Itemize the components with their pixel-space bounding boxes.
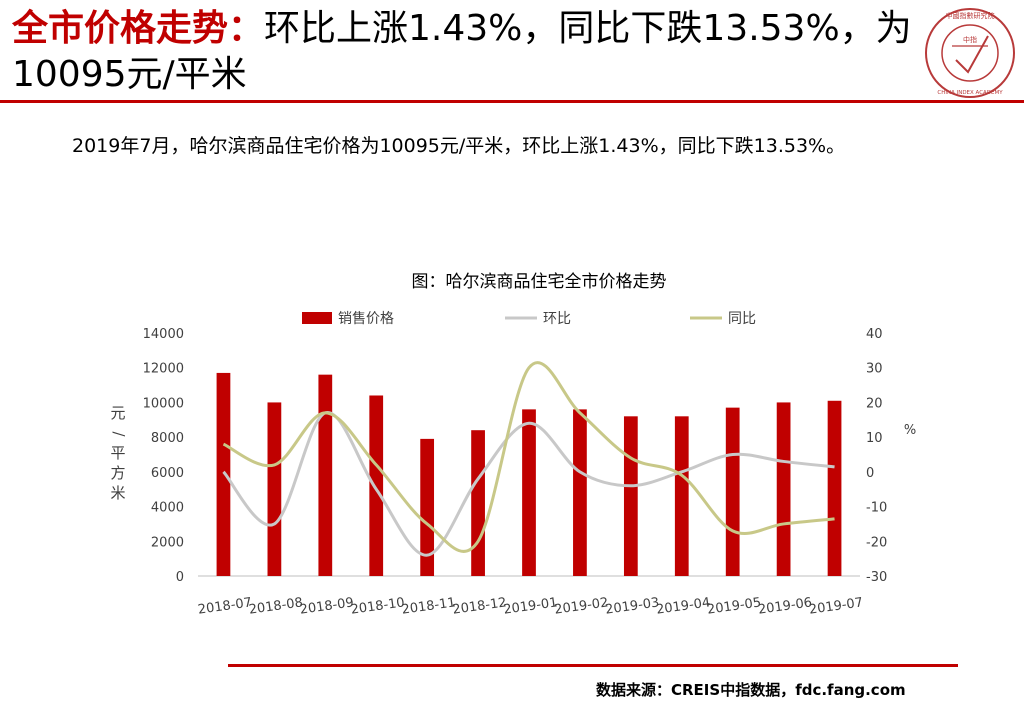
y-right-tick-label: 20 (866, 396, 883, 411)
y-right-tick-label: -20 (866, 535, 887, 550)
page-title-rest: 环比上涨1.43%，同比下跌13.53%，为10095元/平米 (12, 8, 912, 95)
header-divider (0, 100, 1024, 103)
data-source: 数据来源：CREIS中指数据，fdc.fang.com (596, 681, 906, 699)
bar-2018-10 (369, 395, 384, 576)
y-right-tick-label: 10 (866, 431, 883, 446)
y-tick-label: 8000 (151, 431, 184, 446)
y-right-tick-label: 30 (866, 362, 883, 377)
legend-label-price: 销售价格 (338, 311, 394, 327)
bar-2019-07 (827, 400, 842, 576)
y-tick-label: 14000 (143, 327, 184, 342)
bar-2019-06 (776, 402, 791, 576)
x-tick-label: 2018-07 (197, 595, 253, 617)
y-axis-label-char: 平 (110, 444, 125, 462)
x-tick-label: 2018-12 (452, 595, 508, 617)
y-right-tick-label: 0 (866, 466, 874, 481)
bar-2019-01 (522, 409, 536, 576)
y-tick-label: 2000 (151, 535, 184, 550)
y-axis-label-char: 米 (110, 484, 125, 502)
footer-divider (228, 664, 958, 667)
bar-2018-11 (420, 438, 435, 576)
y-tick-label: 6000 (151, 466, 184, 481)
legend-swatch-price (302, 312, 332, 324)
legend-label-yoy: 同比 (728, 311, 756, 327)
y-tick-label: 12000 (143, 362, 184, 377)
bar-2019-05 (725, 407, 740, 576)
legend-label-mom: 环比 (543, 311, 571, 327)
y-tick-label: 10000 (143, 396, 184, 411)
bar-2018-08 (267, 402, 282, 576)
x-tick-label: 2018-11 (401, 595, 457, 617)
y-tick-label: 0 (176, 570, 184, 585)
summary-text: 2019年7月，哈尔滨商品住宅价格为10095元/平米，环比上涨1.43%，同比… (72, 135, 846, 157)
y-tick-label: 4000 (151, 501, 184, 516)
mom-line (222, 411, 835, 557)
x-tick-label: 2019-02 (553, 595, 609, 617)
logo-ring-text: 中國指數研究院 (946, 11, 995, 20)
chart-title: 图：哈尔滨商品住宅全市价格走势 (412, 272, 667, 292)
x-tick-label: 2018-08 (248, 595, 304, 617)
x-tick-label: 2019-06 (757, 595, 813, 617)
page-title-highlight: 全市价格走势： (12, 8, 265, 49)
y-right-tick-label: -30 (866, 570, 887, 585)
x-tick-label: 2019-05 (706, 595, 762, 617)
y-axis-label-char: / (110, 431, 128, 437)
page-title: 全市价格走势：环比上涨1.43%，同比下跌13.53%，为10095元/平米 (12, 6, 912, 98)
y-right-tick-label: 40 (866, 327, 883, 342)
x-tick-label: 2019-03 (604, 595, 660, 617)
x-tick-label: 2018-09 (299, 595, 355, 617)
china-index-academy-logo: 中國指數研究院 CHINA INDEX ACADEMY 中指 (925, 8, 1015, 98)
bar-2018-09 (318, 374, 333, 576)
y-right-tick-label: -10 (866, 501, 887, 516)
bar-2019-02 (573, 409, 587, 576)
x-tick-label: 2019-01 (503, 595, 559, 617)
y-axis-label-char: 方 (110, 464, 125, 482)
bar-2019-04 (674, 416, 689, 576)
x-tick-label: 2019-04 (655, 595, 711, 617)
yoy-line (222, 361, 835, 553)
logo-center-text: 中指 (963, 35, 977, 44)
logo-english-text: CHINA INDEX ACADEMY (937, 90, 1003, 96)
y-axis-label-char: 元 (110, 404, 125, 422)
y-right-axis-label: % (904, 423, 916, 438)
bar-2018-12 (471, 430, 485, 576)
bar-2018-07 (216, 372, 231, 576)
x-tick-label: 2019-07 (808, 595, 864, 617)
x-tick-label: 2018-10 (350, 595, 406, 617)
bar-2019-03 (623, 416, 638, 576)
